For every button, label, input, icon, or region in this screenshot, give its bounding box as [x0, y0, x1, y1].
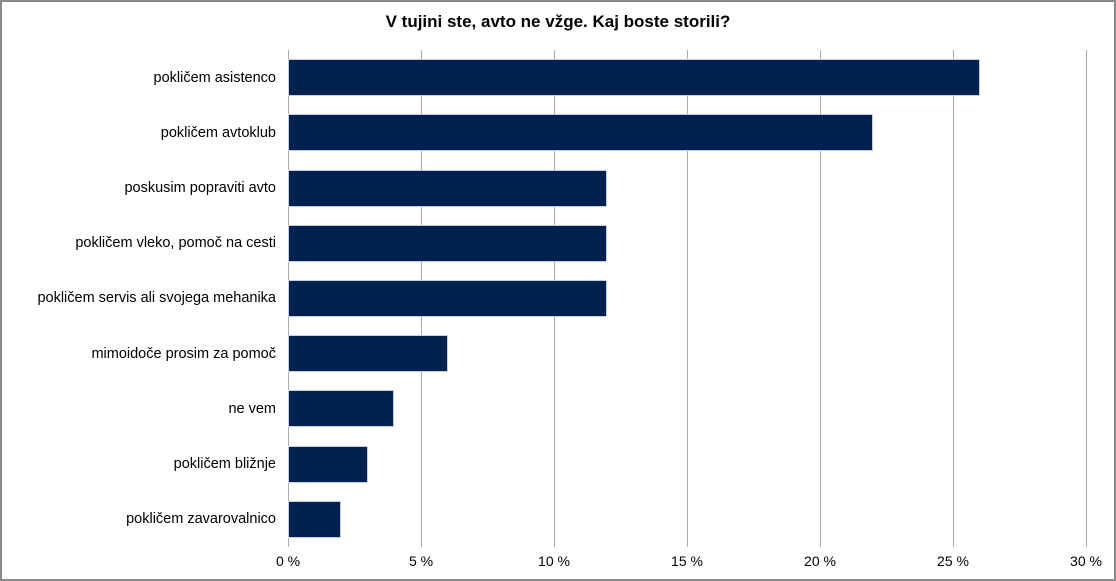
category-axis: pokličem asistenco pokličem avtoklub posku… — [4, 50, 282, 547]
category-label: pokličem vleko, pomoč na cesti — [75, 235, 276, 252]
category-label: ne vem — [228, 400, 276, 417]
bar — [288, 280, 608, 317]
category-label: pokličem asistenco — [153, 69, 277, 86]
category-label: pokličem avtoklub — [160, 124, 276, 141]
bar — [288, 224, 608, 262]
chart-title: V tujini ste, avto ne vžge. Kaj boste st… — [385, 12, 731, 31]
bar — [288, 169, 608, 207]
gridline — [687, 50, 688, 547]
x-tick-label: 30 % — [1070, 553, 1102, 569]
category-label: pokličem bližnje — [173, 456, 276, 473]
x-tick-label: 25 % — [937, 553, 969, 569]
category-label: poskusim popraviti avto — [124, 180, 276, 197]
bar — [288, 445, 368, 483]
plot-area — [288, 50, 1087, 547]
x-tick-label: 15 % — [671, 553, 703, 569]
x-tick-label: 0 % — [275, 553, 301, 569]
bar — [288, 335, 448, 373]
category-label: pokličem servis ali svojega mehanika — [37, 290, 276, 307]
bar — [288, 500, 342, 538]
x-tick-label: 5 % — [408, 553, 434, 569]
gridline — [1086, 50, 1087, 547]
x-tick-label: 20 % — [804, 553, 836, 569]
gridline — [953, 50, 954, 547]
bar — [288, 114, 874, 152]
bar — [288, 390, 395, 428]
x-tick-label: 10 % — [538, 553, 570, 569]
category-label: pokličem zavarovalnico — [126, 511, 276, 528]
gridline — [820, 50, 821, 547]
bar — [288, 59, 980, 97]
category-label: mimoidoče prosim za pomoč — [91, 345, 276, 362]
